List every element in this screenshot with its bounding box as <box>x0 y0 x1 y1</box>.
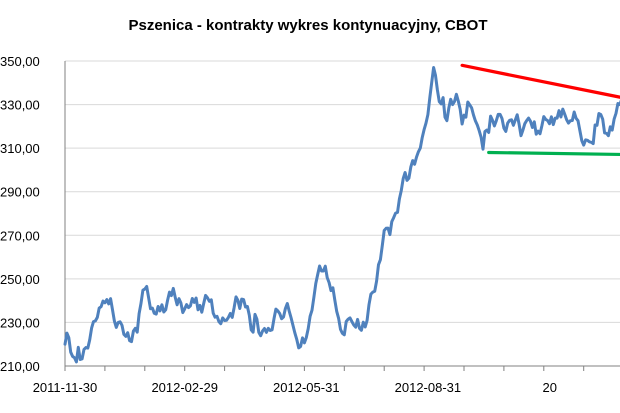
y-tick-label: 290,00 <box>0 185 40 200</box>
x-tick-label: 2012-08-31 <box>395 380 462 395</box>
y-tick-label: 210,00 <box>0 359 40 374</box>
gridlines <box>64 60 620 367</box>
support-trendline <box>487 150 620 157</box>
trendlines <box>460 63 620 157</box>
y-tick-label: 330,00 <box>0 98 40 113</box>
x-tick-label: 2011-11-30 <box>33 380 98 395</box>
x-tick-label: 20 <box>543 380 557 395</box>
y-tick-label: 350,00 <box>0 54 40 69</box>
y-tick-label: 270,00 <box>0 228 40 243</box>
resistance-trendline <box>460 63 620 99</box>
y-tick-label: 230,00 <box>0 315 40 330</box>
series-line <box>63 66 620 364</box>
chart-title: Pszenica - kontrakty wykres kontynuacyjn… <box>128 17 487 34</box>
y-tick-label: 310,00 <box>0 141 40 156</box>
y-axis-ticks: 350,00 330,00 310,00 290,00 270,00 250,00 230,… <box>0 54 40 374</box>
x-tick-label: 2012-05-31 <box>273 380 340 395</box>
y-tick-label: 250,00 <box>0 272 40 287</box>
x-axis-ticks: 2011-11-30 2012-02-29 2012-05-31 2012-08-31… <box>33 366 585 395</box>
series-group <box>63 66 620 364</box>
x-tick-label: 2012-02-29 <box>151 380 218 395</box>
